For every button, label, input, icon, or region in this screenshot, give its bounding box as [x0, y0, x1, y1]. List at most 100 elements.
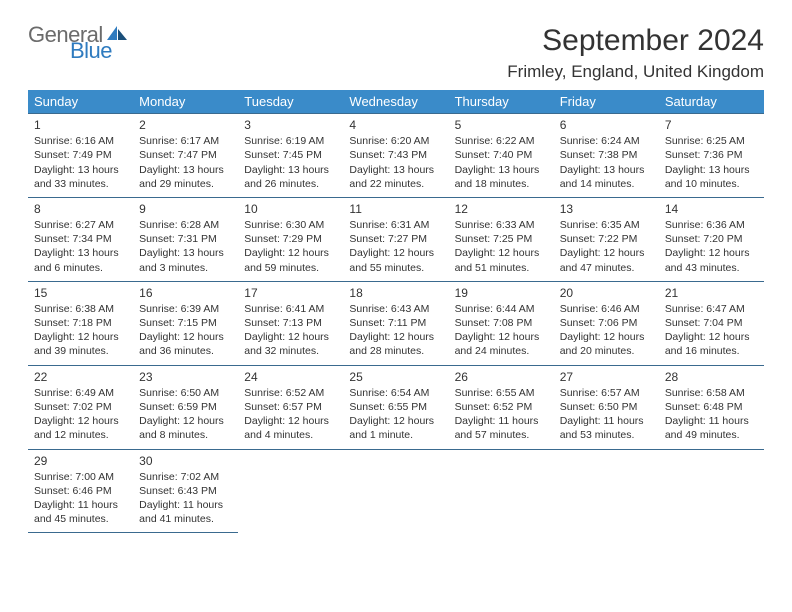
calendar-cell: 24Sunrise: 6:52 AMSunset: 6:57 PMDayligh… — [238, 365, 343, 449]
day-number: 2 — [139, 117, 232, 133]
logo: General Blue — [28, 24, 129, 62]
cell-line-sr: Sunrise: 6:54 AM — [349, 386, 442, 400]
cell-line-ss: Sunset: 7:47 PM — [139, 148, 232, 162]
cell-line-d2: and 53 minutes. — [560, 428, 653, 442]
day-header: Sunday — [28, 90, 133, 114]
cell-line-d2: and 14 minutes. — [560, 177, 653, 191]
calendar-cell: 8Sunrise: 6:27 AMSunset: 7:34 PMDaylight… — [28, 197, 133, 281]
cell-line-d2: and 32 minutes. — [244, 344, 337, 358]
calendar-cell: 23Sunrise: 6:50 AMSunset: 6:59 PMDayligh… — [133, 365, 238, 449]
cell-line-sr: Sunrise: 6:30 AM — [244, 218, 337, 232]
calendar-cell: 29Sunrise: 7:00 AMSunset: 6:46 PMDayligh… — [28, 449, 133, 533]
day-number: 8 — [34, 201, 127, 217]
calendar-cell: 2Sunrise: 6:17 AMSunset: 7:47 PMDaylight… — [133, 114, 238, 198]
calendar-cell: 12Sunrise: 6:33 AMSunset: 7:25 PMDayligh… — [449, 197, 554, 281]
day-number: 24 — [244, 369, 337, 385]
calendar-cell: 18Sunrise: 6:43 AMSunset: 7:11 PMDayligh… — [343, 281, 448, 365]
cell-line-ss: Sunset: 6:43 PM — [139, 484, 232, 498]
cell-line-d1: Daylight: 11 hours — [34, 498, 127, 512]
cell-line-d2: and 4 minutes. — [244, 428, 337, 442]
day-number: 13 — [560, 201, 653, 217]
cell-line-sr: Sunrise: 6:47 AM — [665, 302, 758, 316]
cell-line-d2: and 8 minutes. — [139, 428, 232, 442]
day-number: 4 — [349, 117, 442, 133]
cell-line-sr: Sunrise: 6:17 AM — [139, 134, 232, 148]
cell-line-d1: Daylight: 13 hours — [139, 163, 232, 177]
cell-line-d2: and 6 minutes. — [34, 261, 127, 275]
cell-line-ss: Sunset: 7:06 PM — [560, 316, 653, 330]
day-number: 29 — [34, 453, 127, 469]
calendar-cell: 17Sunrise: 6:41 AMSunset: 7:13 PMDayligh… — [238, 281, 343, 365]
location-text: Frimley, England, United Kingdom — [507, 62, 764, 82]
calendar-cell: 7Sunrise: 6:25 AMSunset: 7:36 PMDaylight… — [659, 114, 764, 198]
cell-line-d1: Daylight: 12 hours — [349, 414, 442, 428]
day-number: 30 — [139, 453, 232, 469]
calendar-cell: 19Sunrise: 6:44 AMSunset: 7:08 PMDayligh… — [449, 281, 554, 365]
cell-line-ss: Sunset: 7:22 PM — [560, 232, 653, 246]
cell-line-d1: Daylight: 13 hours — [560, 163, 653, 177]
header: General Blue September 2024 Frimley, Eng… — [28, 24, 764, 82]
calendar-cell: 13Sunrise: 6:35 AMSunset: 7:22 PMDayligh… — [554, 197, 659, 281]
calendar-cell — [238, 449, 343, 533]
day-number: 22 — [34, 369, 127, 385]
cell-line-ss: Sunset: 7:29 PM — [244, 232, 337, 246]
day-header: Thursday — [449, 90, 554, 114]
cell-line-sr: Sunrise: 6:38 AM — [34, 302, 127, 316]
cell-line-ss: Sunset: 7:15 PM — [139, 316, 232, 330]
day-number: 16 — [139, 285, 232, 301]
cell-line-sr: Sunrise: 6:52 AM — [244, 386, 337, 400]
day-number: 15 — [34, 285, 127, 301]
cell-line-d1: Daylight: 11 hours — [139, 498, 232, 512]
cell-line-d1: Daylight: 12 hours — [244, 330, 337, 344]
cell-line-sr: Sunrise: 6:58 AM — [665, 386, 758, 400]
calendar-row: 1Sunrise: 6:16 AMSunset: 7:49 PMDaylight… — [28, 114, 764, 198]
cell-line-ss: Sunset: 6:48 PM — [665, 400, 758, 414]
cell-line-ss: Sunset: 7:04 PM — [665, 316, 758, 330]
cell-line-ss: Sunset: 7:20 PM — [665, 232, 758, 246]
calendar-row: 15Sunrise: 6:38 AMSunset: 7:18 PMDayligh… — [28, 281, 764, 365]
cell-line-ss: Sunset: 6:57 PM — [244, 400, 337, 414]
cell-line-d1: Daylight: 13 hours — [244, 163, 337, 177]
day-number: 5 — [455, 117, 548, 133]
cell-line-d2: and 49 minutes. — [665, 428, 758, 442]
calendar-cell: 3Sunrise: 6:19 AMSunset: 7:45 PMDaylight… — [238, 114, 343, 198]
calendar-row: 29Sunrise: 7:00 AMSunset: 6:46 PMDayligh… — [28, 449, 764, 533]
calendar-cell: 25Sunrise: 6:54 AMSunset: 6:55 PMDayligh… — [343, 365, 448, 449]
cell-line-d2: and 57 minutes. — [455, 428, 548, 442]
cell-line-d1: Daylight: 11 hours — [560, 414, 653, 428]
cell-line-d2: and 22 minutes. — [349, 177, 442, 191]
cell-line-d1: Daylight: 12 hours — [349, 330, 442, 344]
cell-line-d1: Daylight: 12 hours — [455, 246, 548, 260]
cell-line-ss: Sunset: 7:34 PM — [34, 232, 127, 246]
cell-line-ss: Sunset: 7:27 PM — [349, 232, 442, 246]
cell-line-sr: Sunrise: 6:24 AM — [560, 134, 653, 148]
day-number: 21 — [665, 285, 758, 301]
day-header: Friday — [554, 90, 659, 114]
cell-line-sr: Sunrise: 6:39 AM — [139, 302, 232, 316]
day-header: Tuesday — [238, 90, 343, 114]
cell-line-d2: and 29 minutes. — [139, 177, 232, 191]
day-number: 19 — [455, 285, 548, 301]
cell-line-sr: Sunrise: 6:55 AM — [455, 386, 548, 400]
cell-line-ss: Sunset: 7:31 PM — [139, 232, 232, 246]
cell-line-sr: Sunrise: 6:49 AM — [34, 386, 127, 400]
cell-line-ss: Sunset: 7:36 PM — [665, 148, 758, 162]
cell-line-d1: Daylight: 12 hours — [455, 330, 548, 344]
calendar-cell: 1Sunrise: 6:16 AMSunset: 7:49 PMDaylight… — [28, 114, 133, 198]
cell-line-d2: and 51 minutes. — [455, 261, 548, 275]
cell-line-d2: and 10 minutes. — [665, 177, 758, 191]
calendar-cell: 16Sunrise: 6:39 AMSunset: 7:15 PMDayligh… — [133, 281, 238, 365]
cell-line-d2: and 43 minutes. — [665, 261, 758, 275]
calendar-cell: 11Sunrise: 6:31 AMSunset: 7:27 PMDayligh… — [343, 197, 448, 281]
cell-line-sr: Sunrise: 6:35 AM — [560, 218, 653, 232]
cell-line-d1: Daylight: 12 hours — [665, 330, 758, 344]
cell-line-sr: Sunrise: 6:57 AM — [560, 386, 653, 400]
cell-line-d1: Daylight: 12 hours — [139, 330, 232, 344]
cell-line-sr: Sunrise: 7:02 AM — [139, 470, 232, 484]
day-header: Wednesday — [343, 90, 448, 114]
cell-line-sr: Sunrise: 6:50 AM — [139, 386, 232, 400]
cell-line-ss: Sunset: 6:59 PM — [139, 400, 232, 414]
cell-line-ss: Sunset: 7:02 PM — [34, 400, 127, 414]
cell-line-d1: Daylight: 13 hours — [665, 163, 758, 177]
calendar-cell: 30Sunrise: 7:02 AMSunset: 6:43 PMDayligh… — [133, 449, 238, 533]
